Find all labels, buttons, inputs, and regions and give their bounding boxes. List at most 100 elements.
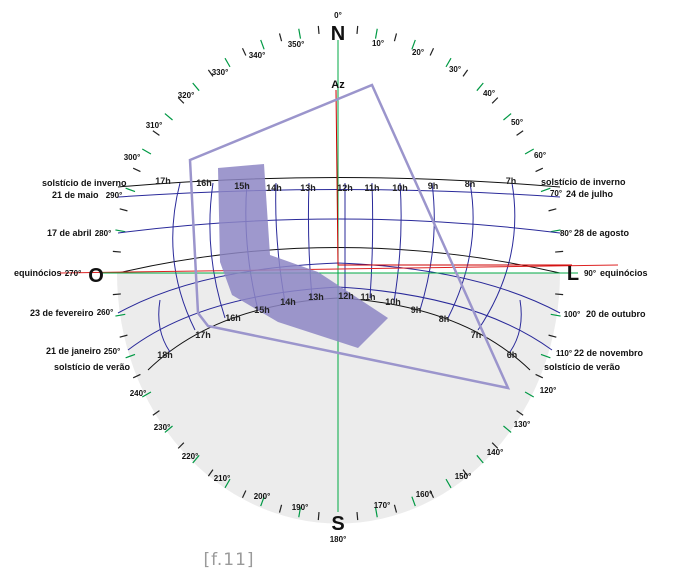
bottom-hour-13h: 13h [308,292,324,302]
hour-curve-17h [172,182,196,331]
left-equinox: equinócios [14,268,62,278]
hour-curve-8h [447,182,474,319]
left-summer-solstice: solstício de verão [54,362,131,372]
azimuth-tick-150 [445,478,452,489]
azimuth-tick-155 [429,490,435,499]
bottom-hour-8h: 8h [439,314,450,324]
top-hour-10h: 10h [392,183,408,193]
hour-curve-11h [369,182,374,299]
azimuth-tick-260 [115,313,126,317]
deg-190: 190° [292,503,309,512]
azimuth-tick-170 [374,507,378,518]
hour-curve-6h [509,299,522,353]
left-april-17: 17 de abril [47,228,92,238]
azimuth-tick-35 [462,69,469,77]
bottom-hour-17h: 17h [195,330,211,340]
deg-220: 220° [182,452,199,461]
azimuth-tick-75 [548,208,557,212]
azimuth-tick-20 [411,39,416,50]
azimuth-tick-105 [548,334,557,338]
deg-50: 50° [511,118,523,127]
azimuth-tick-100 [550,313,561,317]
azimuth-tick-50 [503,113,512,121]
azimuth-tick-325 [207,69,214,77]
top-hour-16h: 16h [196,178,212,188]
deg-120: 120° [540,386,557,395]
bottom-hour-10h: 10h [385,297,401,307]
azimuth-tick-115 [535,373,544,379]
deg-130: 130° [514,420,531,429]
bottom-hour-11h: 11h [360,292,375,302]
deg-170: 170° [374,501,391,510]
deg-10: 10° [372,39,384,48]
top-hour-13h: 13h [300,183,316,193]
top-hour-11h: 11h [364,183,379,193]
right-november-22: 22 de novembro [574,348,644,358]
azimuth-tick-300 [141,148,152,155]
azimuth-tick-190 [298,507,302,518]
azimuth-tick-215 [207,469,214,477]
azimuth-tick-60 [524,148,535,155]
degree-labels: 10° 20° 30° 40° 50° 60° 70° 80° 90° 100°… [65,39,596,512]
left-may-21: 21 de maio [52,190,99,200]
azimuth-tick-175 [356,512,359,521]
azimuth-tick-245 [132,373,141,379]
april-august-curve [117,218,561,234]
azimuth-tick-345 [278,33,283,42]
top-hour-14h: 14h [266,183,282,193]
deg-90: 90° [584,269,596,278]
bottom-hour-6h: 6h [507,350,518,360]
right-october-20: 20 de outubro [586,309,646,319]
azimuth-tick-95 [555,293,564,296]
azimuth-tick-160 [411,496,416,507]
left-feb-23: 23 de fevereiro [30,308,94,318]
hour-labels-bottom: 18h 17h 16h 15h 14h 13h 12h 11h 10h 9h 8… [157,291,517,360]
left-jan-21: 21 de janeiro [46,346,102,356]
east-label: L [567,263,579,285]
deg-240: 240° [130,389,147,398]
azimuth-tick-140 [476,454,484,464]
azimuth-tick-135 [491,442,499,449]
hour-curve-18h [158,299,171,353]
bottom-hour-12h: 12h [338,291,354,301]
bottom-hour-7h: 7h [471,330,482,340]
azimuth-tick-55 [516,130,524,136]
north-label: N [331,23,345,45]
azimuth-tick-330 [224,57,231,68]
azimuth-tick-265 [112,293,121,296]
azimuth-tick-255 [119,334,128,338]
deg-210: 210° [214,474,231,483]
azimuth-tick-240 [141,391,152,398]
deg-150: 150° [455,472,472,481]
deg-230: 230° [154,423,171,432]
right-july-24: 24 de julho [566,189,614,199]
deg-310: 310° [146,121,163,130]
shading-mask [218,164,388,348]
azimuth-tick-15 [393,33,398,42]
azimuth-tick-110 [540,353,551,359]
hour-curve-10h [393,182,402,303]
top-hour-15h: 15h [234,181,250,191]
deg-330: 330° [212,68,229,77]
azimuth-tick-40 [476,82,484,92]
date-labels-right: solstício de inverno 24 de julho 28 de a… [541,177,648,372]
south-label: S [331,513,344,535]
azimuth-tick-250 [125,353,136,359]
deg-300: 300° [124,153,141,162]
bottom-hour-14h: 14h [280,297,296,307]
right-winter-solstice: solstício de inverno [541,177,626,187]
date-labels-left: solstício de inverno 21 de maio 17 de ab… [14,178,131,372]
top-hour-12h: 12h [337,183,353,193]
hour-curve-7h [477,182,516,331]
azimuth-tick-355 [317,25,320,34]
azimuth-tick-125 [516,410,524,416]
azimuth-tick-335 [241,47,247,56]
azimuth-tick-230 [164,425,173,433]
deg-100: 100° [564,310,581,319]
right-equinox: equinócios [600,268,648,278]
north-degree-label: 0° [334,11,342,20]
bottom-hour-15h: 15h [254,305,270,315]
azimuth-tick-305 [152,130,160,136]
azimuth-tick-290 [125,187,136,193]
